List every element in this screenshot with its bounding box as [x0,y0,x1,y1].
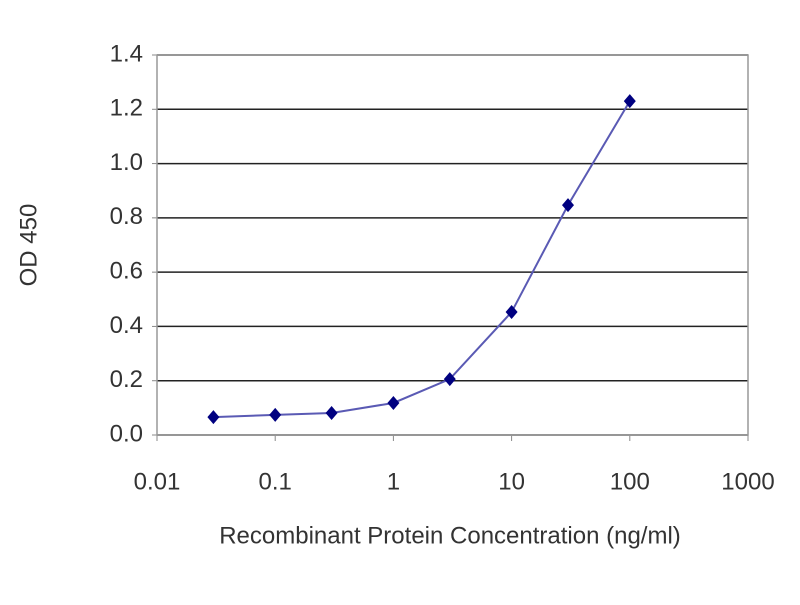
y-tick-label: 0.6 [110,257,143,284]
x-tick-label: 10 [498,468,525,495]
x-tick-label: 1000 [721,468,774,495]
y-tick-label: 0.8 [110,203,143,230]
series-line [213,100,631,419]
plot-frame [156,54,749,436]
x-axis-label: Recombinant Protein Concentration (ng/ml… [219,522,681,549]
data-point [269,407,282,422]
data-point [207,410,220,425]
data-point [325,406,338,421]
x-tick-label: 100 [610,468,650,495]
y-tick-label: 0.4 [110,312,143,339]
x-tick-label: 0.1 [259,468,292,495]
x-tick-label: 1 [387,468,400,495]
data-point [387,395,400,410]
y-tick-label: 1.4 [110,40,143,67]
y-tick-label: 1.0 [110,149,143,176]
data-point [505,305,518,320]
data-point [443,372,456,387]
y-tick-label: 0.0 [110,420,143,447]
y-axis-label: OD 450 [15,204,42,287]
x-tick-label: 0.01 [134,468,181,495]
y-tick-label: 0.2 [110,366,143,393]
data-point [623,94,636,109]
data-point [561,198,574,213]
y-tick-label: 1.2 [110,95,143,122]
